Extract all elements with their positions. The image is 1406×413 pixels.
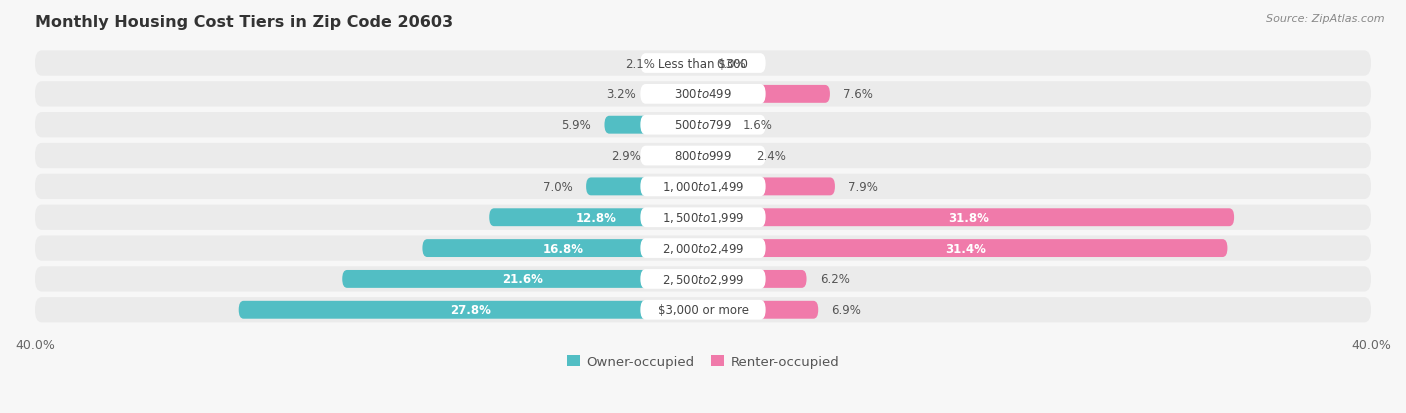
FancyBboxPatch shape — [640, 146, 766, 166]
Text: 1.6%: 1.6% — [744, 119, 773, 132]
Text: $300 to $499: $300 to $499 — [673, 88, 733, 101]
Text: 2.4%: 2.4% — [756, 150, 786, 163]
Text: 31.8%: 31.8% — [948, 211, 988, 224]
FancyBboxPatch shape — [640, 269, 766, 289]
Text: 27.8%: 27.8% — [450, 304, 491, 316]
FancyBboxPatch shape — [422, 240, 703, 257]
FancyBboxPatch shape — [239, 301, 703, 319]
FancyBboxPatch shape — [35, 174, 1371, 199]
FancyBboxPatch shape — [35, 297, 1371, 323]
Text: Monthly Housing Cost Tiers in Zip Code 20603: Monthly Housing Cost Tiers in Zip Code 2… — [35, 15, 453, 30]
FancyBboxPatch shape — [703, 240, 1227, 257]
FancyBboxPatch shape — [35, 236, 1371, 261]
Text: 7.9%: 7.9% — [848, 180, 879, 193]
Text: 5.9%: 5.9% — [561, 119, 591, 132]
Legend: Owner-occupied, Renter-occupied: Owner-occupied, Renter-occupied — [561, 350, 845, 373]
Text: 16.8%: 16.8% — [543, 242, 583, 255]
FancyBboxPatch shape — [703, 209, 1234, 227]
Text: 21.6%: 21.6% — [502, 273, 543, 286]
Text: $800 to $999: $800 to $999 — [673, 150, 733, 163]
FancyBboxPatch shape — [605, 116, 703, 134]
FancyBboxPatch shape — [668, 55, 703, 73]
Text: 31.4%: 31.4% — [945, 242, 986, 255]
Text: 7.0%: 7.0% — [543, 180, 572, 193]
FancyBboxPatch shape — [640, 116, 766, 135]
Text: 3.2%: 3.2% — [606, 88, 636, 101]
FancyBboxPatch shape — [489, 209, 703, 227]
FancyBboxPatch shape — [586, 178, 703, 196]
FancyBboxPatch shape — [35, 144, 1371, 169]
FancyBboxPatch shape — [703, 147, 744, 165]
FancyBboxPatch shape — [35, 82, 1371, 107]
FancyBboxPatch shape — [703, 116, 730, 134]
Text: $1,000 to $1,499: $1,000 to $1,499 — [662, 180, 744, 194]
FancyBboxPatch shape — [655, 147, 703, 165]
Text: 0.0%: 0.0% — [717, 57, 747, 70]
FancyBboxPatch shape — [342, 271, 703, 288]
FancyBboxPatch shape — [35, 205, 1371, 230]
Text: 6.9%: 6.9% — [831, 304, 862, 316]
FancyBboxPatch shape — [640, 177, 766, 197]
Text: Source: ZipAtlas.com: Source: ZipAtlas.com — [1267, 14, 1385, 24]
FancyBboxPatch shape — [650, 86, 703, 104]
FancyBboxPatch shape — [35, 267, 1371, 292]
FancyBboxPatch shape — [640, 239, 766, 258]
FancyBboxPatch shape — [35, 51, 1371, 76]
Text: $500 to $799: $500 to $799 — [673, 119, 733, 132]
FancyBboxPatch shape — [703, 178, 835, 196]
FancyBboxPatch shape — [703, 271, 807, 288]
FancyBboxPatch shape — [703, 86, 830, 104]
Text: 2.1%: 2.1% — [624, 57, 655, 70]
Text: $2,000 to $2,499: $2,000 to $2,499 — [662, 242, 744, 256]
Text: $1,500 to $1,999: $1,500 to $1,999 — [662, 211, 744, 225]
FancyBboxPatch shape — [640, 54, 766, 74]
Text: 7.6%: 7.6% — [844, 88, 873, 101]
FancyBboxPatch shape — [703, 301, 818, 319]
Text: 2.9%: 2.9% — [612, 150, 641, 163]
Text: 6.2%: 6.2% — [820, 273, 849, 286]
FancyBboxPatch shape — [35, 113, 1371, 138]
Text: 12.8%: 12.8% — [575, 211, 617, 224]
FancyBboxPatch shape — [640, 85, 766, 104]
FancyBboxPatch shape — [640, 208, 766, 228]
FancyBboxPatch shape — [640, 300, 766, 320]
Text: $3,000 or more: $3,000 or more — [658, 304, 748, 316]
Text: Less than $300: Less than $300 — [658, 57, 748, 70]
Text: $2,500 to $2,999: $2,500 to $2,999 — [662, 272, 744, 286]
